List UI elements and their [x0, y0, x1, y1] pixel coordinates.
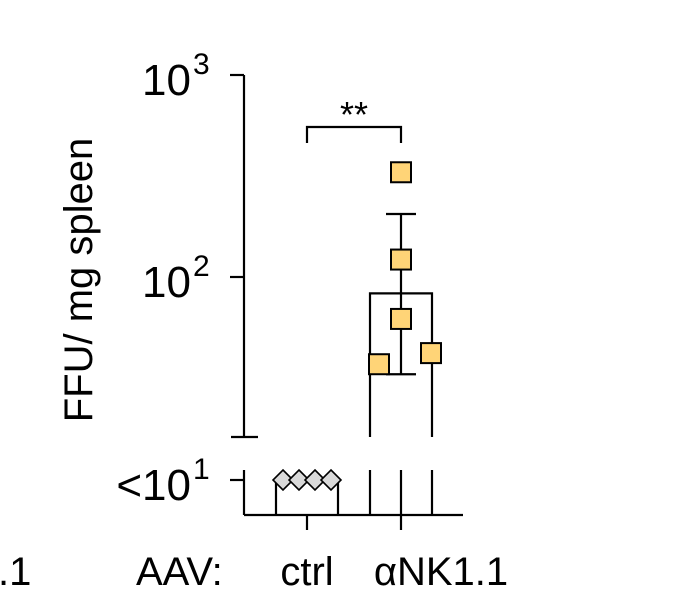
x-tick-label-anti-nk1-1: αNK1.1 — [374, 550, 508, 594]
significance-bracket: ** — [305, 94, 403, 143]
point-nk-2 — [390, 307, 412, 330]
point-nk-4 — [368, 353, 390, 376]
point-ctrl-1 — [287, 468, 311, 492]
y-axis-label: FFU/ mg spleen — [57, 138, 101, 423]
y-tick-label-floor-exp: 1 — [193, 453, 210, 486]
point-ctrl-0 — [271, 468, 295, 492]
left-cut-label: .1 — [0, 550, 31, 594]
y-tick-label-exp: 2 — [193, 250, 210, 283]
y-tick-label-1: 10 2 — [142, 250, 210, 307]
point-ctrl-3 — [319, 468, 343, 492]
point-ctrl-2 — [303, 468, 327, 492]
y-tick-label-floor-base: <10 — [116, 461, 191, 510]
significance-label: ** — [340, 94, 368, 135]
significance-bracket-line — [305, 125, 403, 143]
y-tick-label-exp: 3 — [193, 48, 210, 81]
x-tick-label-ctrl: ctrl — [280, 550, 333, 594]
x-prefix-label: AAV: — [136, 550, 223, 594]
point-nk-3 — [420, 342, 442, 365]
chart-marks — [271, 161, 442, 515]
y-tick-label-floor: <10 1 — [116, 453, 209, 510]
point-nk-1 — [390, 248, 412, 271]
error-bar-1 — [386, 212, 416, 376]
axes — [230, 73, 463, 530]
y-tick-label-0: 10 3 — [142, 48, 210, 105]
point-nk-0 — [390, 161, 412, 184]
y-tick-labels: 10 310 2<10 1 — [116, 48, 209, 510]
y-tick-label-base: 10 — [142, 56, 191, 105]
y-tick-label-base: 10 — [142, 258, 191, 307]
